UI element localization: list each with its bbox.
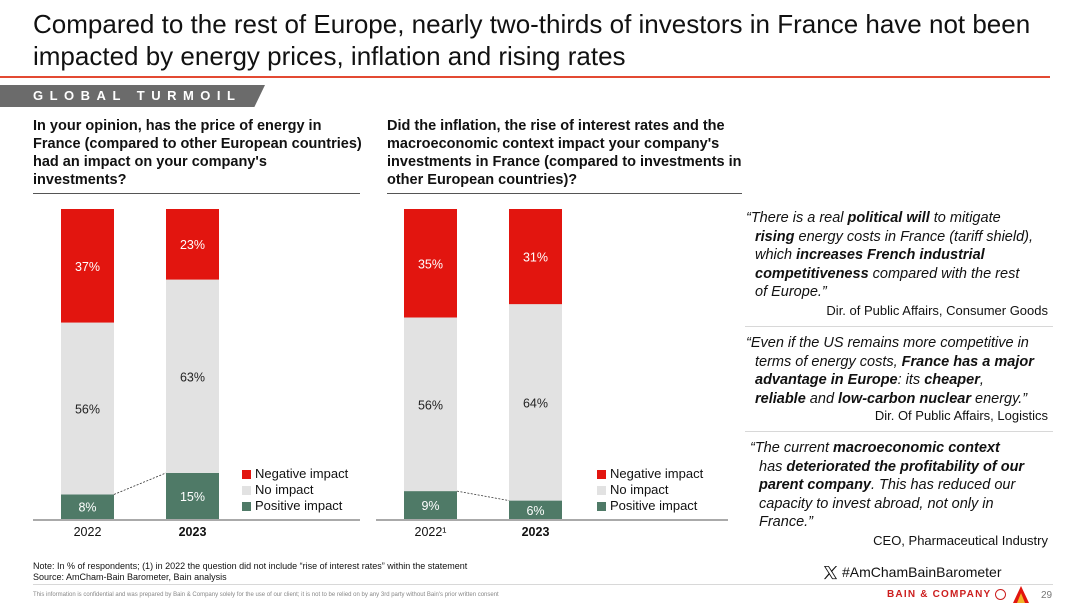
positive-connector-line <box>456 490 510 501</box>
quote-line: which increases French industrial <box>755 247 985 263</box>
hashtag-label: #AmChamBainBarometer <box>842 564 1002 580</box>
quote-3-attribution: CEO, Pharmaceutical Industry <box>873 533 1048 548</box>
quote-line: parent company. This has reduced our <box>759 477 1016 493</box>
data-label-no-impact-0: 56% <box>75 403 100 417</box>
legend-label: Positive impact <box>610 498 698 513</box>
quote-line: terms of energy costs, France has a majo… <box>755 353 1034 370</box>
footnote-source: Source: AmCham-Bain Barometer, Bain anal… <box>33 572 227 582</box>
section-tag-label: GLOBAL TURMOIL <box>33 88 242 103</box>
chart2-question: Did the inflation, the rise of interest … <box>387 118 742 188</box>
quote-line: France.” <box>759 514 813 530</box>
quote-line: “Even if the US remains more competitive… <box>746 335 1029 351</box>
energy-impact-chart: 8% 56% 37% 2022 15% 63% 23% 2023 <box>33 205 373 545</box>
legend-swatch <box>597 501 606 511</box>
legend-item-no-impact: No impact <box>597 482 703 498</box>
page-title: Compared to the rest of Europe, nearly t… <box>33 9 1031 71</box>
quote-3: “The current macroeconomic context has de… <box>750 439 1024 532</box>
bar-segment-no-impact-0 <box>404 317 457 492</box>
energy-impact-chart-svg: 8% 56% 37% 2022 15% 63% 23% 2023 <box>33 209 360 539</box>
bar-segment-negative-impact-1 <box>166 209 219 280</box>
bain-logo-text: BAIN & COMPANY <box>887 589 992 600</box>
quote-line: reliable and low-carbon nuclear energy.” <box>755 390 1028 407</box>
data-label-no-impact-1: 63% <box>180 370 205 384</box>
bar-segment-positive-impact-1 <box>509 500 562 519</box>
hashtag[interactable]: #AmChamBainBarometer <box>823 564 1002 580</box>
legend-item-negative-impact: Negative impact <box>597 466 703 482</box>
legend-item-positive-impact: Positive impact <box>597 498 703 514</box>
chart1-question: In your opinion, has the price of energy… <box>33 118 362 188</box>
legend-item-no-impact: No impact <box>242 482 348 498</box>
data-label-positive-impact-0: 9% <box>421 499 439 513</box>
legend-swatch <box>597 485 606 495</box>
inflation-impact-chart-svg: 9% 56% 35% 2022¹ 6% 64% 31% 2023 <box>376 209 728 539</box>
bar-segment-positive-impact-0 <box>404 491 457 519</box>
category-label-0: 2022¹ <box>415 525 447 539</box>
legend-item-positive-impact: Positive impact <box>242 498 348 514</box>
quote-2-attribution: Dir. Of Public Affairs, Logistics <box>874 408 1048 423</box>
legend-swatch <box>597 469 606 479</box>
quote-separator-2 <box>745 431 1053 432</box>
data-label-no-impact-0: 56% <box>418 398 443 412</box>
legend-item-negative-impact: Negative impact <box>242 466 348 482</box>
chart1-question-rule <box>33 193 360 194</box>
x-logo-icon <box>823 565 838 579</box>
bain-mark-icon <box>995 589 1007 600</box>
quote-line: advantage in Europe: its cheaper, <box>755 372 984 388</box>
legend-label: Negative impact <box>610 466 704 481</box>
positive-connector-line <box>113 472 167 495</box>
data-label-no-impact-1: 64% <box>523 396 548 410</box>
category-label-1: 2023 <box>179 525 207 539</box>
amcham-logo-icon <box>1013 586 1029 603</box>
bar-segment-no-impact-0 <box>61 322 114 495</box>
category-label-0: 2022 <box>74 525 102 539</box>
legend-swatch <box>242 485 251 495</box>
data-label-positive-impact-0: 8% <box>78 501 96 515</box>
legend-swatch <box>242 469 251 479</box>
bar-segment-negative-impact-1 <box>509 209 562 305</box>
disclaimer: This information is confidential and was… <box>33 592 499 598</box>
legend-swatch <box>242 501 251 511</box>
data-label-negative-impact-1: 23% <box>180 238 205 252</box>
data-label-positive-impact-1: 15% <box>180 490 205 504</box>
inflation-impact-chart: 9% 56% 35% 2022¹ 6% 64% 31% 2023 <box>376 205 728 545</box>
bar-segment-no-impact-1 <box>509 304 562 501</box>
bar-segment-negative-impact-0 <box>61 209 114 323</box>
quote-line: has deteriorated the profitability of ou… <box>759 458 1025 475</box>
chart2-legend: Negative impact No impact Positive impact <box>597 466 703 514</box>
quote-1-attribution: Dir. of Public Affairs, Consumer Goods <box>826 303 1048 318</box>
data-label-negative-impact-0: 35% <box>418 257 443 271</box>
data-label-negative-impact-1: 31% <box>523 251 548 265</box>
bar-segment-negative-impact-0 <box>404 209 457 318</box>
legend-label: No impact <box>255 482 314 497</box>
quote-line: capacity to invest abroad, not only in <box>759 495 994 512</box>
quote-line: rising energy costs in France (tariff sh… <box>755 228 1034 245</box>
page-number: 29 <box>1041 590 1053 601</box>
category-label-1: 2023 <box>522 525 550 539</box>
quote-line: “The current macroeconomic context <box>750 440 1000 456</box>
footnote-note: Note: In % of respondents; (1) in 2022 t… <box>33 561 468 571</box>
chart1-legend: Negative impact No impact Positive impact <box>242 466 348 514</box>
quote-line: competitiveness compared with the rest <box>755 265 1020 282</box>
bar-segment-no-impact-1 <box>166 279 219 473</box>
quote-2: “Even if the US remains more competitive… <box>746 334 1034 408</box>
quote-separator-1 <box>745 326 1053 327</box>
footnote: Note: In % of respondents; (1) in 2022 t… <box>33 561 467 583</box>
legend-label: No impact <box>610 482 669 497</box>
quote-line: of Europe.” <box>755 284 827 300</box>
bain-logo: BAIN & COMPANY <box>887 589 1007 600</box>
bar-segment-positive-impact-0 <box>61 494 114 519</box>
title-rule <box>0 76 1050 78</box>
bar-segment-positive-impact-1 <box>166 472 219 519</box>
legend-label: Negative impact <box>255 466 349 481</box>
chart2-question-rule <box>387 193 742 194</box>
data-label-negative-impact-0: 37% <box>75 260 100 274</box>
legend-label: Positive impact <box>255 498 343 513</box>
data-label-positive-impact-1: 6% <box>526 504 544 518</box>
quote-line: “There is a real political will to mitig… <box>746 210 1001 226</box>
section-tag: GLOBAL TURMOIL <box>0 85 265 107</box>
quote-1: “There is a real political will to mitig… <box>746 209 1033 302</box>
footer-rule <box>33 584 1053 585</box>
